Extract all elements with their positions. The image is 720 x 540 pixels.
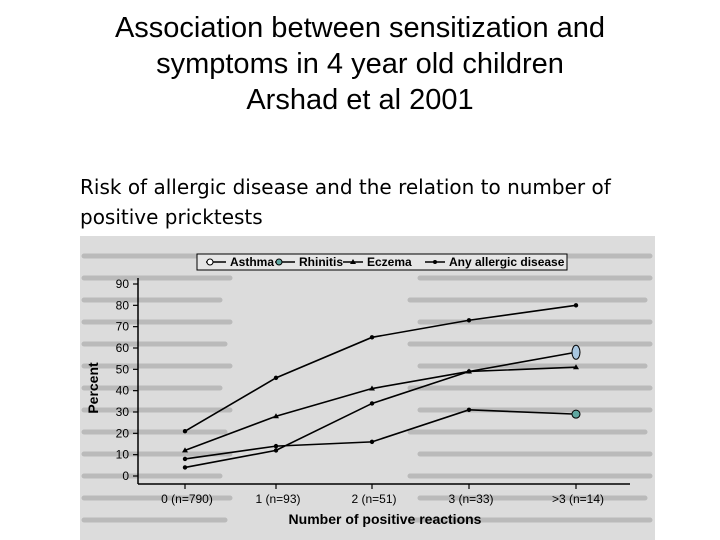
y-tick-label: 90 <box>116 277 130 291</box>
y-tick-label: 30 <box>116 405 130 419</box>
data-point-eczema <box>573 364 579 370</box>
data-point-any-allergic-disease <box>182 429 188 434</box>
y-tick-label: 40 <box>116 384 130 398</box>
data-point-asthma <box>182 465 188 470</box>
data-point-rhinitis <box>182 456 188 462</box>
y-tick-label: 20 <box>116 426 130 440</box>
slide-subtitle-line-2: positive pricktests <box>80 205 263 229</box>
legend-marker-rhinitis <box>275 258 283 266</box>
legend-label-any-allergic-disease: Any allergic disease <box>449 255 565 269</box>
y-tick-label: 50 <box>116 362 130 376</box>
slide-title-line-3: Arshad et al 2001 <box>246 84 474 116</box>
series-line-eczema <box>184 366 577 452</box>
x-tick-label: >3 (n=14) <box>552 492 604 506</box>
legend-marker-eczema <box>350 259 356 264</box>
legend-label-eczema: Eczema <box>367 255 412 269</box>
x-tick-label: 2 (n=51) <box>351 492 396 506</box>
data-point-any-allergic-disease <box>573 303 579 308</box>
data-point-any-allergic-disease <box>273 375 279 381</box>
legend-marker-asthma <box>206 258 214 266</box>
x-tick-label: 3 (n=33) <box>448 492 493 506</box>
legend-label-asthma: Asthma <box>230 255 274 269</box>
slide-subtitle-line-1: Risk of allergic disease and the relatio… <box>80 175 611 199</box>
x-tick-label: 1 (n=93) <box>255 492 300 506</box>
slide-title: Association between sensitization and sy… <box>0 10 720 118</box>
series-line-rhinitis <box>184 409 577 460</box>
slide-subtitle: Risk of allergic disease and the relatio… <box>80 172 680 232</box>
data-point-rhinitis <box>571 409 581 419</box>
x-tick-label: 0 (n=790) <box>161 492 213 506</box>
data-point-asthma <box>273 448 279 453</box>
legend-marker-any-allergic-disease <box>433 260 437 264</box>
data-point-any-allergic-disease <box>466 318 472 323</box>
y-tick-label: 70 <box>116 320 130 334</box>
data-point-eczema <box>369 385 375 391</box>
data-point-asthma <box>369 401 375 406</box>
background-text-texture <box>81 253 653 523</box>
data-point-rhinitis <box>369 439 375 445</box>
slide-title-line-1: Association between sensitization and <box>114 12 606 44</box>
data-point-rhinitis <box>273 443 279 449</box>
y-axis-label: Percent <box>85 362 101 414</box>
data-point-eczema <box>273 413 279 419</box>
y-tick-label: 10 <box>116 448 130 462</box>
slide-title-line-2: symptoms in 4 year old children <box>156 48 564 80</box>
line-chart: 0 10 20 30 40 50 60 70 80 90 0 (n=790) 1 (n=93) 2 (n… <box>85 253 630 527</box>
y-tick-label: 60 <box>116 341 130 355</box>
legend-label-rhinitis: Rhinitis <box>299 255 343 269</box>
data-point-rhinitis <box>466 407 472 413</box>
data-point-eczema <box>466 368 472 374</box>
y-tick-label: 80 <box>116 298 130 312</box>
legend-box <box>196 253 568 271</box>
x-axis-label: Number of positive reactions <box>289 511 482 527</box>
y-tick-label: 0 <box>122 469 129 483</box>
data-point-eczema <box>182 447 188 453</box>
data-point-any-allergic-disease <box>369 335 375 340</box>
data-point-asthma <box>571 344 581 360</box>
scanned-figure: 0 10 20 30 40 50 60 70 80 90 0 (n=790) 1 (n=93) 2 (n… <box>80 236 655 540</box>
